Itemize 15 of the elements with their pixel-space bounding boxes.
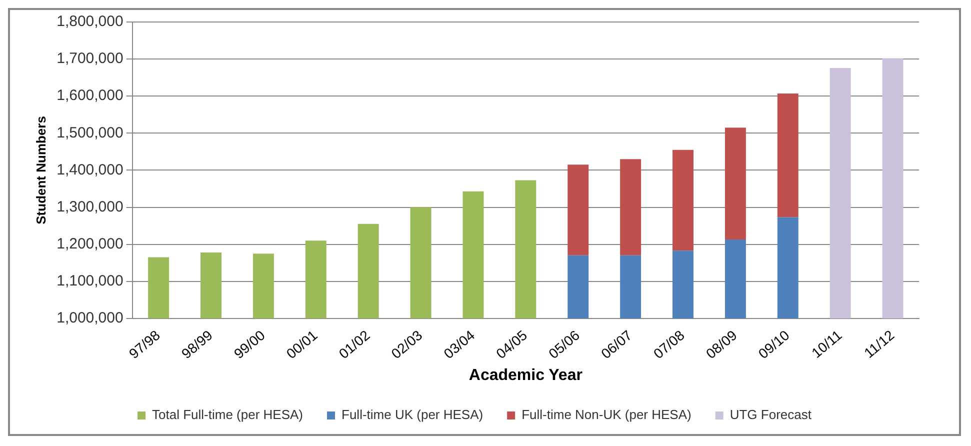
y-tick-label: 1,600,000 xyxy=(56,87,124,104)
legend-label: Total Full-time (per HESA) xyxy=(152,407,304,422)
y-tick-label: 1,700,000 xyxy=(56,50,124,68)
legend-label: Full-time Non-UK (per HESA) xyxy=(522,407,692,422)
legend-label: UTG Forecast xyxy=(730,407,812,422)
y-tick-label: 1,800,000 xyxy=(56,13,124,30)
y-tick-label: 1,300,000 xyxy=(56,198,124,216)
x-axis-title: Academic Year xyxy=(468,366,582,384)
y-tick-label: 1,100,000 xyxy=(56,272,124,290)
y-tick-label: 1,500,000 xyxy=(56,124,124,142)
y-tick-label: 1,400,000 xyxy=(56,161,124,178)
y-tick-label: 1,200,000 xyxy=(56,235,124,252)
y-axis-title: Student Numbers xyxy=(33,116,48,224)
y-tick-label: 1,000,000 xyxy=(56,310,124,327)
legend-label: Full-time UK (per HESA) xyxy=(342,407,484,422)
